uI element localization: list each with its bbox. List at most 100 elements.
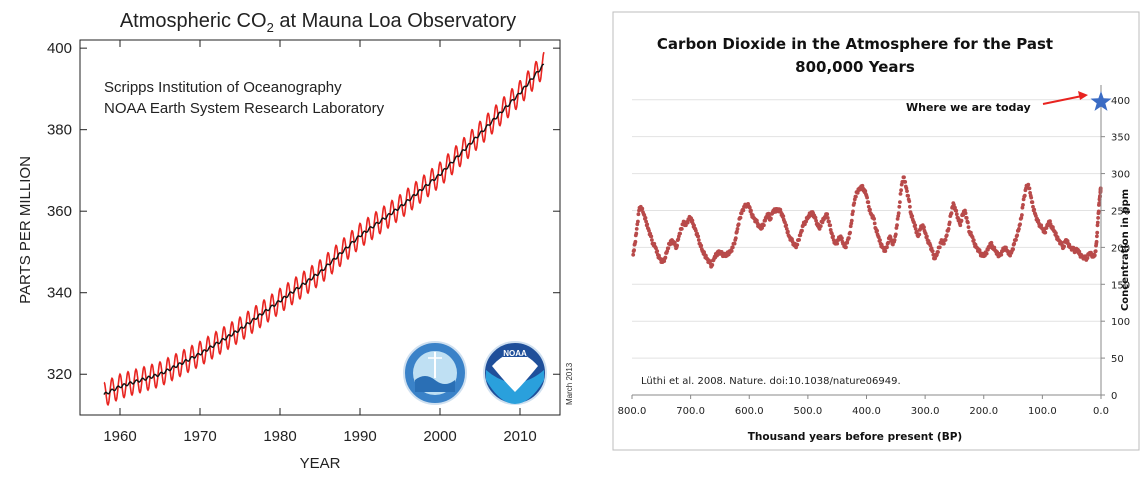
data-point-fill bbox=[868, 207, 872, 212]
data-point-fill bbox=[1043, 230, 1048, 235]
data-point-fill bbox=[769, 216, 773, 221]
data-point-fill bbox=[949, 211, 954, 216]
data-point-fill bbox=[1018, 222, 1022, 227]
data-point-fill bbox=[690, 218, 695, 223]
data-point-fill bbox=[696, 238, 701, 242]
data-point-fill bbox=[849, 221, 854, 226]
data-point-fill bbox=[910, 214, 915, 219]
data-point-fill bbox=[784, 223, 789, 228]
data-point-fill bbox=[1027, 186, 1032, 191]
data-point-fill bbox=[959, 218, 964, 223]
data-point bbox=[902, 175, 906, 180]
data-point-fill bbox=[903, 180, 908, 184]
mauna-loa-x-ticks: 1960 1970 1980 1990 2000 2010 bbox=[103, 40, 537, 445]
data-point bbox=[730, 245, 735, 250]
data-point-fill bbox=[895, 217, 900, 221]
data-point bbox=[1093, 249, 1098, 254]
data-point-fill bbox=[963, 211, 968, 216]
carbon-800k-y-axis-label: Concentration in ppm bbox=[1120, 189, 1131, 311]
data-point-fill bbox=[786, 229, 790, 234]
x-tick-label-4: 2000 bbox=[423, 428, 456, 445]
data-point-fill bbox=[913, 223, 918, 228]
data-point-fill bbox=[851, 209, 855, 214]
carbon-800k-chart: Carbon Dioxide in the Atmosphere for the… bbox=[612, 11, 1140, 451]
data-point-fill bbox=[852, 201, 857, 206]
data-point-fill bbox=[781, 214, 786, 219]
data-point-fill bbox=[825, 212, 830, 217]
y-tick-label-1: 340 bbox=[47, 285, 72, 302]
data-point-fill bbox=[795, 242, 800, 247]
data-point-fill bbox=[885, 245, 889, 250]
y-tick-label-4: 400 bbox=[47, 40, 72, 57]
data-point-fill bbox=[971, 238, 976, 243]
r-x-tick-label-1: 700.0 bbox=[676, 406, 705, 417]
data-point-fill bbox=[643, 216, 648, 220]
data-point-fill bbox=[645, 222, 650, 227]
scripps-label: Scripps Institution of Oceanography bbox=[104, 79, 342, 96]
mauna-loa-plot-frame bbox=[79, 39, 561, 416]
data-point-fill bbox=[632, 248, 636, 253]
data-point-fill bbox=[849, 218, 854, 223]
data-point-fill bbox=[1032, 207, 1037, 212]
x-tick-label-2: 1980 bbox=[263, 428, 296, 445]
mauna-loa-y-ticks: 320 340 360 380 400 bbox=[47, 40, 560, 383]
data-point bbox=[895, 223, 899, 228]
r-y-tick-label-0: 0 bbox=[1111, 391, 1117, 402]
r-y-tick-label-2: 100 bbox=[1111, 317, 1130, 328]
data-point-fill bbox=[1094, 239, 1099, 244]
data-point-fill bbox=[966, 225, 971, 230]
data-point-fill bbox=[943, 238, 948, 242]
data-point-fill bbox=[906, 193, 910, 198]
data-point-fill bbox=[907, 199, 912, 204]
r-x-tick-label-7: 100.0 bbox=[1028, 406, 1057, 417]
r-x-tick-label-5: 300.0 bbox=[911, 406, 940, 417]
data-point-fill bbox=[634, 231, 639, 236]
data-point bbox=[1096, 216, 1100, 220]
data-point-fill bbox=[679, 227, 684, 231]
noaa-logo: NOAA bbox=[483, 341, 547, 405]
trend-co2-series bbox=[103, 63, 545, 395]
data-point-fill bbox=[1095, 220, 1100, 225]
data-point-fill bbox=[666, 246, 671, 251]
scripps-logo bbox=[403, 341, 467, 405]
data-point-fill bbox=[925, 234, 929, 239]
data-point-fill bbox=[875, 228, 879, 233]
data-point-fill bbox=[633, 239, 638, 244]
data-point-fill bbox=[835, 241, 840, 246]
r-x-tick-label-8: 0.0 bbox=[1093, 406, 1109, 417]
data-point bbox=[942, 241, 946, 246]
data-point-fill bbox=[1097, 201, 1102, 206]
data-point-fill bbox=[649, 234, 654, 239]
data-point-fill bbox=[732, 241, 737, 246]
data-point-fill bbox=[696, 234, 701, 239]
data-point-fill bbox=[741, 208, 746, 213]
data-point-fill bbox=[954, 212, 959, 217]
y-tick-label-0: 320 bbox=[47, 366, 72, 383]
data-point bbox=[848, 230, 852, 235]
data-point bbox=[634, 227, 639, 231]
data-point-fill bbox=[675, 243, 679, 248]
data-point-fill bbox=[908, 204, 912, 209]
data-point-fill bbox=[872, 221, 877, 226]
data-point-fill bbox=[1021, 203, 1025, 207]
data-point-fill bbox=[710, 263, 715, 267]
data-point bbox=[1026, 182, 1031, 187]
mauna-loa-title: Atmospheric CO2 at Mauna Loa Observatory bbox=[120, 10, 516, 35]
y-tick-label-2: 360 bbox=[47, 203, 72, 220]
data-point-fill bbox=[930, 249, 935, 254]
data-point-fill bbox=[1022, 193, 1027, 198]
data-point-fill bbox=[692, 223, 696, 228]
data-point-fill bbox=[915, 229, 919, 234]
data-point-fill bbox=[1054, 231, 1058, 236]
data-point bbox=[1017, 227, 1021, 231]
data-point-fill bbox=[898, 192, 903, 196]
data-point-fill bbox=[896, 214, 901, 218]
data-point bbox=[958, 223, 963, 228]
r-y-tick-label-6: 300 bbox=[1111, 170, 1130, 181]
data-point-fill bbox=[964, 216, 969, 220]
data-point bbox=[1095, 234, 1099, 239]
data-point bbox=[1012, 241, 1017, 246]
seasonal-co2-series bbox=[103, 51, 545, 406]
data-point-fill bbox=[844, 245, 848, 250]
data-point-fill bbox=[1029, 195, 1034, 200]
